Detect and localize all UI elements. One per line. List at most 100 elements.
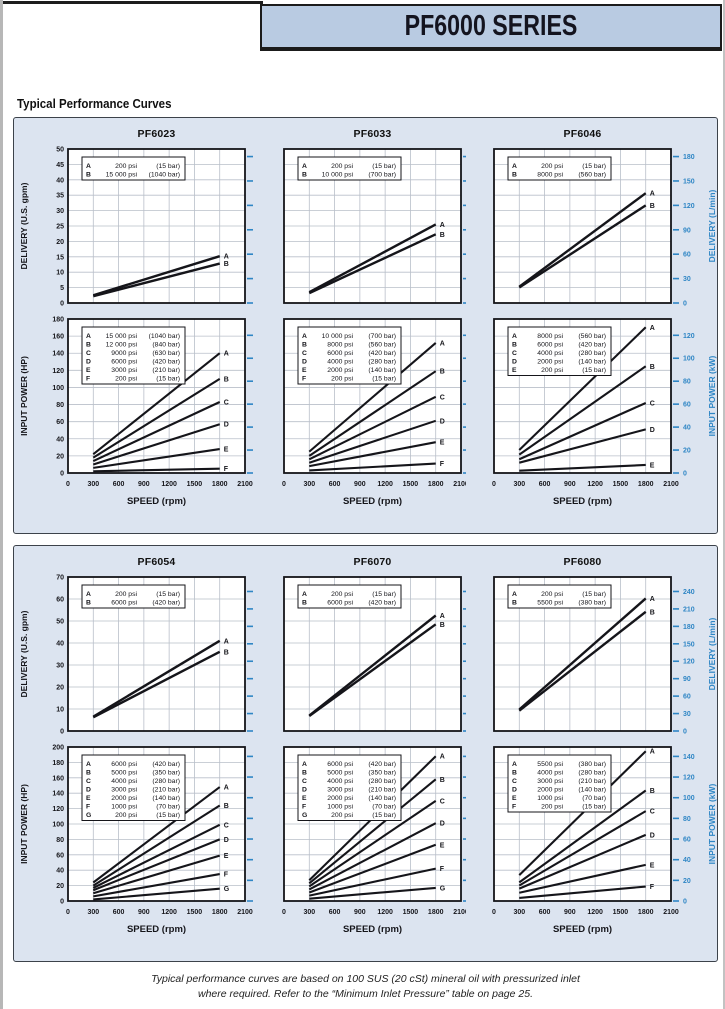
chart-column: PF6070 A B A 200 psi (15 bar) B 6000 psi (420 b… — [274, 556, 466, 961]
legend-key: A — [302, 333, 307, 340]
legend-psi: 200 psi — [331, 163, 353, 170]
y2-tick-label: 60 — [683, 837, 691, 844]
legend-key: B — [512, 342, 517, 349]
y-tick-label: 80 — [56, 402, 64, 409]
legend-bar: (840 bar) — [152, 342, 180, 349]
legend-bar: (350 bar) — [152, 770, 180, 777]
series-line-A — [92, 255, 221, 297]
legend-key: G — [86, 812, 91, 819]
series-label-A: A — [650, 325, 655, 332]
x-tick-label: 2100 — [453, 909, 466, 916]
series-label-D: D — [650, 832, 655, 839]
series-line-B — [308, 370, 437, 457]
x-tick-label: 300 — [513, 909, 525, 916]
y-tick-label: 140 — [52, 351, 64, 358]
y2-tick-label: 40 — [683, 857, 691, 864]
y2-tick-label: 120 — [683, 333, 695, 340]
plot-border — [493, 318, 672, 474]
y-tick-label: 15 — [56, 254, 64, 261]
y-tick-label: 120 — [52, 806, 64, 813]
x-tick-label: 900 — [564, 481, 576, 488]
series-line-A — [518, 326, 647, 451]
series-label-A: A — [224, 254, 229, 261]
y2-tick-label: 100 — [683, 356, 695, 363]
y-tick-label: 10 — [56, 270, 64, 277]
y-tick-label: 10 — [56, 707, 64, 714]
y2-tick-label: 0 — [683, 899, 687, 906]
series-line-A — [92, 639, 221, 718]
legend-psi: 6000 psi — [537, 342, 563, 349]
series-label-D: D — [650, 427, 655, 434]
x-tick-label: 0 — [66, 481, 70, 488]
legend-key: B — [302, 172, 307, 179]
y-tick-label: 20 — [56, 239, 64, 246]
legend-psi: 12 000 psi — [106, 342, 138, 349]
legend-psi: 200 psi — [541, 163, 563, 170]
series-label-B: B — [224, 803, 229, 810]
series-label-A: A — [224, 785, 229, 792]
legend-box — [507, 156, 612, 181]
series-label-D: D — [440, 418, 445, 425]
series-line-E — [92, 854, 221, 895]
x-tick-label: 1500 — [403, 909, 419, 916]
plot-border — [67, 576, 246, 732]
legend-box — [297, 156, 402, 181]
series-line-E — [519, 463, 646, 472]
legend-psi: 10 000 psi — [322, 333, 354, 340]
series-label-E: E — [440, 440, 445, 447]
plot-border — [283, 576, 462, 732]
series-label-F: F — [440, 866, 445, 873]
y-axis-title: INPUT POWER (HP) — [19, 784, 29, 864]
chart-gap — [466, 735, 719, 743]
legend-box — [507, 326, 612, 376]
chart-title: PF6054 — [137, 556, 176, 568]
legend-key: C — [512, 350, 517, 357]
y-tick-label: 140 — [52, 791, 64, 798]
legend-key: D — [512, 787, 517, 794]
chart-gap — [274, 735, 466, 743]
legend-bar: (420 bar) — [152, 761, 180, 768]
legend-key: A — [512, 163, 517, 170]
legend-key: A — [512, 761, 517, 768]
legend-bar: (210 bar) — [152, 367, 180, 374]
series-line-A — [518, 192, 647, 288]
legend-box — [297, 326, 402, 385]
y-tick-label: 0 — [60, 471, 64, 478]
y2-tick-label: 180 — [683, 624, 695, 631]
legend-key: C — [302, 350, 307, 357]
legend-key: E — [302, 795, 307, 802]
series-label-A: A — [440, 613, 445, 620]
legend-key: A — [512, 591, 517, 598]
series-line-A — [308, 223, 437, 294]
legend-key: D — [86, 359, 91, 366]
series-label-B: B — [440, 622, 445, 629]
legend-key: F — [302, 376, 306, 383]
series-label-B: B — [224, 261, 229, 268]
plot-border — [67, 148, 246, 304]
y-tick-label: 0 — [60, 899, 64, 906]
plot-border — [67, 746, 246, 902]
y2-tick-label: 0 — [683, 471, 687, 478]
series-label-B: B — [650, 364, 655, 371]
legend-key: A — [302, 761, 307, 768]
x-tick-label: 0 — [282, 481, 286, 488]
y-tick-label: 20 — [56, 883, 64, 890]
x-tick-label: 1800 — [212, 909, 228, 916]
legend-psi: 200 psi — [331, 376, 353, 383]
series-line-B — [308, 623, 437, 718]
x-tick-label: 1500 — [187, 909, 203, 916]
legend-key: D — [302, 359, 307, 366]
series-label-B: B — [224, 649, 229, 656]
legend-key: B — [512, 770, 517, 777]
series-label-F: F — [440, 461, 445, 468]
series-line-F — [93, 467, 220, 473]
legend-psi: 3000 psi — [327, 787, 353, 794]
y2-tick-label: 0 — [683, 301, 687, 308]
legend-psi: 4000 psi — [537, 350, 563, 357]
series-line-G — [309, 886, 436, 900]
plot-border — [283, 148, 462, 304]
series-label-F: F — [650, 884, 655, 891]
series-line-F — [309, 462, 436, 472]
legend-psi: 6000 psi — [111, 600, 137, 607]
